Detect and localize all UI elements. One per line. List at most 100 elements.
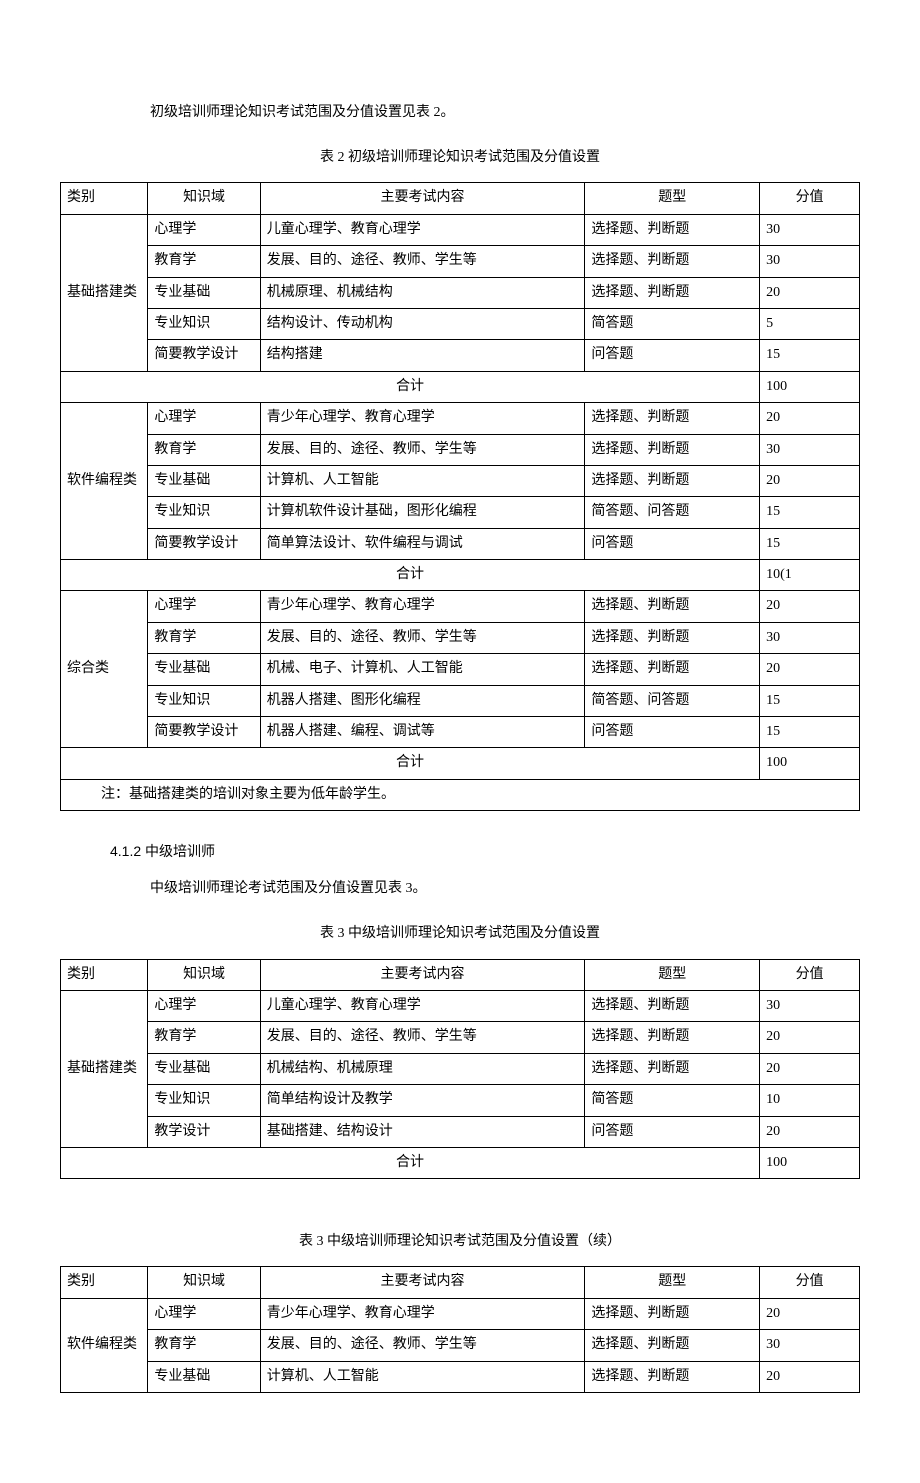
total-score: 100 [760, 371, 860, 402]
total-label: 合计 [61, 560, 760, 591]
domain-cell: 心理学 [148, 591, 260, 622]
domain-cell: 教学设计 [148, 1116, 260, 1147]
domain-cell: 简要教学设计 [148, 528, 260, 559]
table-row: 专业基础 计算机、人工智能 选择题、判断题 20 [61, 465, 860, 496]
table2-title: 表 2 初级培训师理论知识考试范围及分值设置 [60, 145, 860, 170]
content-cell: 计算机、人工智能 [260, 465, 585, 496]
content-cell: 机械原理、机械结构 [260, 277, 585, 308]
type-cell: 选择题、判断题 [585, 622, 760, 653]
header-content: 主要考试内容 [260, 959, 585, 990]
content-cell: 简单算法设计、软件编程与调试 [260, 528, 585, 559]
header-score: 分值 [760, 959, 860, 990]
content-cell: 青少年心理学、教育心理学 [260, 403, 585, 434]
table-row: 教育学 发展、目的、途径、教师、学生等 选择题、判断题 20 [61, 1022, 860, 1053]
category-cell: 软件编程类 [61, 1298, 148, 1392]
header-category: 类别 [61, 1267, 148, 1298]
total-label: 合计 [61, 1147, 760, 1178]
type-cell: 选择题、判断题 [585, 654, 760, 685]
score-cell: 30 [760, 622, 860, 653]
score-cell: 30 [760, 246, 860, 277]
type-cell: 选择题、判断题 [585, 403, 760, 434]
content-cell: 青少年心理学、教育心理学 [260, 1298, 585, 1329]
table3-title: 表 3 中级培训师理论知识考试范围及分值设置 [60, 921, 860, 946]
score-cell: 20 [760, 1022, 860, 1053]
header-content: 主要考试内容 [260, 183, 585, 214]
header-content: 主要考试内容 [260, 1267, 585, 1298]
header-domain: 知识域 [148, 1267, 260, 1298]
total-label: 合计 [61, 748, 760, 779]
score-cell: 20 [760, 465, 860, 496]
score-cell: 10 [760, 1085, 860, 1116]
score-cell: 30 [760, 434, 860, 465]
total-row: 合计 100 [61, 1147, 860, 1178]
content-cell: 机器人搭建、图形化编程 [260, 685, 585, 716]
type-cell: 问答题 [585, 340, 760, 371]
content-cell: 计算机软件设计基础，图形化编程 [260, 497, 585, 528]
domain-cell: 心理学 [148, 990, 260, 1021]
type-cell: 简答题 [585, 1085, 760, 1116]
header-type: 题型 [585, 183, 760, 214]
total-label: 合计 [61, 371, 760, 402]
content-cell: 发展、目的、途径、教师、学生等 [260, 246, 585, 277]
domain-cell: 专业知识 [148, 497, 260, 528]
table3-cont-title: 表 3 中级培训师理论知识考试范围及分值设置（续） [60, 1229, 860, 1254]
type-cell: 简答题 [585, 308, 760, 339]
content-cell: 结构搭建 [260, 340, 585, 371]
table-row: 专业知识 简单结构设计及教学 简答题 10 [61, 1085, 860, 1116]
header-score: 分值 [760, 1267, 860, 1298]
type-cell: 问答题 [585, 717, 760, 748]
score-cell: 20 [760, 654, 860, 685]
score-cell: 15 [760, 497, 860, 528]
table-row: 基础搭建类 心理学 儿童心理学、教育心理学 选择题、判断题 30 [61, 990, 860, 1021]
category-cell: 基础搭建类 [61, 990, 148, 1147]
domain-cell: 专业基础 [148, 1053, 260, 1084]
total-row: 合计 100 [61, 748, 860, 779]
note-cell: 注：基础搭建类的培训对象主要为低年龄学生。 [61, 779, 860, 810]
domain-cell: 教育学 [148, 1330, 260, 1361]
content-cell: 青少年心理学、教育心理学 [260, 591, 585, 622]
total-score: 10(1 [760, 560, 860, 591]
total-row: 合计 100 [61, 371, 860, 402]
type-cell: 简答题、问答题 [585, 497, 760, 528]
type-cell: 选择题、判断题 [585, 1361, 760, 1392]
type-cell: 选择题、判断题 [585, 246, 760, 277]
score-cell: 20 [760, 277, 860, 308]
table-header-row: 类别 知识域 主要考试内容 题型 分值 [61, 183, 860, 214]
header-type: 题型 [585, 1267, 760, 1298]
domain-cell: 心理学 [148, 214, 260, 245]
score-cell: 15 [760, 340, 860, 371]
table-row: 基础搭建类 心理学 儿童心理学、教育心理学 选择题、判断题 30 [61, 214, 860, 245]
content-cell: 机器人搭建、编程、调试等 [260, 717, 585, 748]
score-cell: 20 [760, 1361, 860, 1392]
table3-continued: 类别 知识域 主要考试内容 题型 分值 软件编程类 心理学 青少年心理学、教育心… [60, 1266, 860, 1393]
table-row: 专业知识 结构设计、传动机构 简答题 5 [61, 308, 860, 339]
score-cell: 20 [760, 403, 860, 434]
score-cell: 15 [760, 717, 860, 748]
table-row: 综合类 心理学 青少年心理学、教育心理学 选择题、判断题 20 [61, 591, 860, 622]
table-row: 简要教学设计 机器人搭建、编程、调试等 问答题 15 [61, 717, 860, 748]
section-4-1-2: 4.1.2 中级培训师 [110, 841, 860, 861]
domain-cell: 心理学 [148, 1298, 260, 1329]
content-cell: 结构设计、传动机构 [260, 308, 585, 339]
domain-cell: 专业基础 [148, 1361, 260, 1392]
type-cell: 选择题、判断题 [585, 591, 760, 622]
header-category: 类别 [61, 183, 148, 214]
total-score: 100 [760, 748, 860, 779]
type-cell: 问答题 [585, 528, 760, 559]
domain-cell: 专业基础 [148, 465, 260, 496]
type-cell: 选择题、判断题 [585, 214, 760, 245]
total-score: 100 [760, 1147, 860, 1178]
type-cell: 选择题、判断题 [585, 1298, 760, 1329]
table3: 类别 知识域 主要考试内容 题型 分值 基础搭建类 心理学 儿童心理学、教育心理… [60, 959, 860, 1180]
table-row: 软件编程类 心理学 青少年心理学、教育心理学 选择题、判断题 20 [61, 1298, 860, 1329]
score-cell: 30 [760, 214, 860, 245]
domain-cell: 教育学 [148, 622, 260, 653]
type-cell: 选择题、判断题 [585, 277, 760, 308]
content-cell: 计算机、人工智能 [260, 1361, 585, 1392]
table-row: 专业基础 机械结构、机械原理 选择题、判断题 20 [61, 1053, 860, 1084]
type-cell: 问答题 [585, 1116, 760, 1147]
domain-cell: 专业知识 [148, 685, 260, 716]
domain-cell: 心理学 [148, 403, 260, 434]
content-cell: 机械结构、机械原理 [260, 1053, 585, 1084]
header-type: 题型 [585, 959, 760, 990]
